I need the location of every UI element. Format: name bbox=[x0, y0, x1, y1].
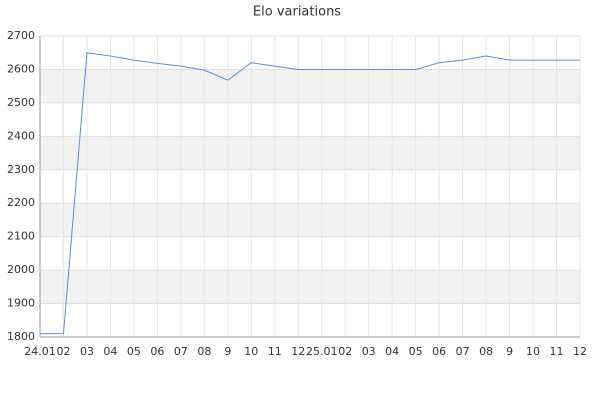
x-tick-label: 03 bbox=[362, 345, 376, 358]
x-tick-label: 12 bbox=[291, 345, 305, 358]
x-tick-label: 06 bbox=[150, 345, 164, 358]
y-tick-label: 2400 bbox=[7, 129, 35, 142]
grid-band bbox=[40, 203, 580, 237]
y-tick-label: 2000 bbox=[7, 263, 35, 276]
x-tick-label: 08 bbox=[197, 345, 211, 358]
x-tick-label: 12 bbox=[573, 345, 587, 358]
x-tick-label: 05 bbox=[127, 345, 141, 358]
y-tick-label: 2600 bbox=[7, 62, 35, 75]
x-tick-label: 10 bbox=[526, 345, 540, 358]
x-tick-label: 08 bbox=[479, 345, 493, 358]
y-tick-label: 2500 bbox=[7, 96, 35, 109]
y-tick-label: 1900 bbox=[7, 297, 35, 310]
x-tick-label: 02 bbox=[338, 345, 352, 358]
grid-band bbox=[40, 270, 580, 304]
x-tick-label: 24.01 bbox=[24, 345, 56, 358]
grid-band bbox=[40, 69, 580, 103]
x-tick-label: 06 bbox=[432, 345, 446, 358]
x-tick-label: 03 bbox=[80, 345, 94, 358]
x-tick-label: 25.01 bbox=[306, 345, 338, 358]
line bbox=[40, 52, 580, 335]
x-tick-label: 05 bbox=[409, 345, 423, 358]
x-tick-label: 10 bbox=[244, 345, 258, 358]
x-tick-label: 02 bbox=[56, 345, 70, 358]
grid-band bbox=[40, 136, 580, 170]
y-tick-label: 2100 bbox=[7, 230, 35, 243]
y-tick-label: 2300 bbox=[7, 163, 35, 176]
y-tick-label: 2700 bbox=[7, 29, 35, 42]
x-tick-label: 07 bbox=[174, 345, 188, 358]
x-tick-label: 11 bbox=[550, 345, 564, 358]
x-tick-label: 11 bbox=[268, 345, 282, 358]
x-tick-label: 9 bbox=[224, 345, 231, 358]
x-tick-label: 04 bbox=[103, 345, 117, 358]
x-tick-label: 07 bbox=[456, 345, 470, 358]
chart-title: Elo variations bbox=[253, 5, 341, 20]
y-tick-label: 1800 bbox=[7, 330, 35, 343]
x-tick-label: 04 bbox=[385, 345, 399, 358]
y-tick-label: 2200 bbox=[7, 196, 35, 209]
x-tick-label: 9 bbox=[506, 345, 513, 358]
